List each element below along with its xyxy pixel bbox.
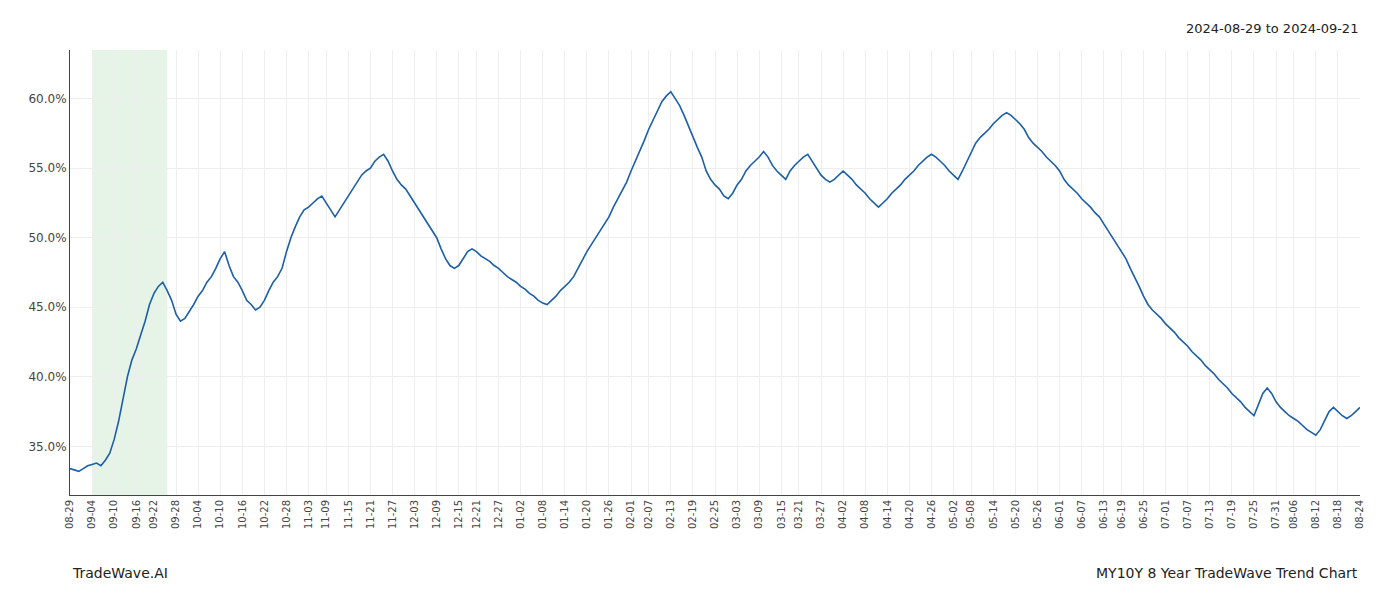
svg-text:12-15: 12-15 [453, 500, 464, 529]
svg-text:09-16: 09-16 [131, 500, 142, 529]
svg-text:10-10: 10-10 [214, 500, 225, 529]
svg-text:10-28: 10-28 [281, 500, 292, 529]
svg-text:08-18: 08-18 [1332, 500, 1343, 529]
svg-text:11-21: 11-21 [365, 500, 376, 529]
svg-text:12-27: 12-27 [493, 500, 504, 529]
svg-text:04-02: 04-02 [837, 500, 848, 529]
svg-text:60.0%: 60.0% [28, 92, 66, 106]
svg-text:04-20: 04-20 [904, 500, 915, 529]
svg-text:04-14: 04-14 [882, 500, 893, 529]
svg-text:03-21: 03-21 [793, 500, 804, 529]
svg-text:09-28: 09-28 [170, 500, 181, 529]
svg-text:09-22: 09-22 [148, 500, 159, 529]
svg-text:08-12: 08-12 [1310, 500, 1321, 529]
svg-text:11-09: 11-09 [320, 500, 331, 529]
svg-text:07-31: 07-31 [1270, 500, 1281, 529]
svg-text:01-26: 01-26 [603, 500, 614, 529]
svg-text:12-21: 12-21 [471, 500, 482, 529]
svg-text:05-02: 05-02 [948, 500, 959, 529]
svg-text:55.0%: 55.0% [28, 161, 66, 175]
svg-text:03-15: 03-15 [776, 500, 787, 529]
svg-text:11-15: 11-15 [343, 500, 354, 529]
svg-text:11-03: 11-03 [303, 500, 314, 529]
svg-text:TradeWave.AI: TradeWave.AI [72, 565, 168, 581]
svg-text:12-03: 12-03 [409, 500, 420, 529]
svg-text:05-26: 05-26 [1032, 500, 1043, 529]
svg-text:40.0%: 40.0% [28, 370, 66, 384]
svg-text:06-01: 06-01 [1054, 500, 1065, 529]
svg-text:2024-08-29 to 2024-09-21: 2024-08-29 to 2024-09-21 [1186, 21, 1358, 36]
svg-text:45.0%: 45.0% [28, 300, 66, 314]
svg-text:10-22: 10-22 [259, 500, 270, 529]
svg-text:04-08: 04-08 [859, 500, 870, 529]
svg-text:01-02: 01-02 [515, 500, 526, 529]
svg-text:07-25: 07-25 [1248, 500, 1259, 529]
svg-text:05-20: 05-20 [1010, 500, 1021, 529]
svg-text:05-08: 05-08 [965, 500, 976, 529]
svg-text:06-25: 06-25 [1138, 500, 1149, 529]
svg-text:08-29: 08-29 [64, 500, 75, 529]
svg-text:03-09: 03-09 [753, 500, 764, 529]
svg-text:09-04: 09-04 [86, 500, 97, 529]
svg-text:02-25: 02-25 [709, 500, 720, 529]
svg-text:09-10: 09-10 [108, 500, 119, 529]
svg-text:02-01: 02-01 [625, 500, 636, 529]
svg-text:07-19: 07-19 [1226, 500, 1237, 529]
svg-text:07-07: 07-07 [1182, 500, 1193, 529]
svg-text:35.0%: 35.0% [28, 440, 66, 454]
svg-text:08-06: 08-06 [1288, 500, 1299, 529]
svg-text:06-07: 06-07 [1076, 500, 1087, 529]
svg-text:01-20: 01-20 [581, 500, 592, 529]
svg-text:10-04: 10-04 [192, 500, 203, 529]
svg-text:01-14: 01-14 [559, 500, 570, 529]
svg-text:11-27: 11-27 [387, 500, 398, 529]
svg-text:02-07: 02-07 [643, 500, 654, 529]
svg-text:12-09: 12-09 [431, 500, 442, 529]
svg-text:06-19: 06-19 [1116, 500, 1127, 529]
svg-text:03-27: 03-27 [815, 500, 826, 529]
svg-text:02-13: 02-13 [665, 500, 676, 529]
svg-text:05-14: 05-14 [988, 500, 999, 529]
svg-text:06-13: 06-13 [1098, 500, 1109, 529]
svg-text:04-26: 04-26 [926, 500, 937, 529]
svg-text:07-13: 07-13 [1204, 500, 1215, 529]
svg-text:01-08: 01-08 [537, 500, 548, 529]
svg-text:08-24: 08-24 [1354, 500, 1365, 529]
svg-text:10-16: 10-16 [237, 500, 248, 529]
svg-text:07-01: 07-01 [1160, 500, 1171, 529]
svg-text:02-19: 02-19 [687, 500, 698, 529]
svg-text:03-03: 03-03 [731, 500, 742, 529]
svg-text:50.0%: 50.0% [28, 231, 66, 245]
svg-text:MY10Y 8 Year TradeWave Trend C: MY10Y 8 Year TradeWave Trend Chart [1096, 565, 1358, 581]
